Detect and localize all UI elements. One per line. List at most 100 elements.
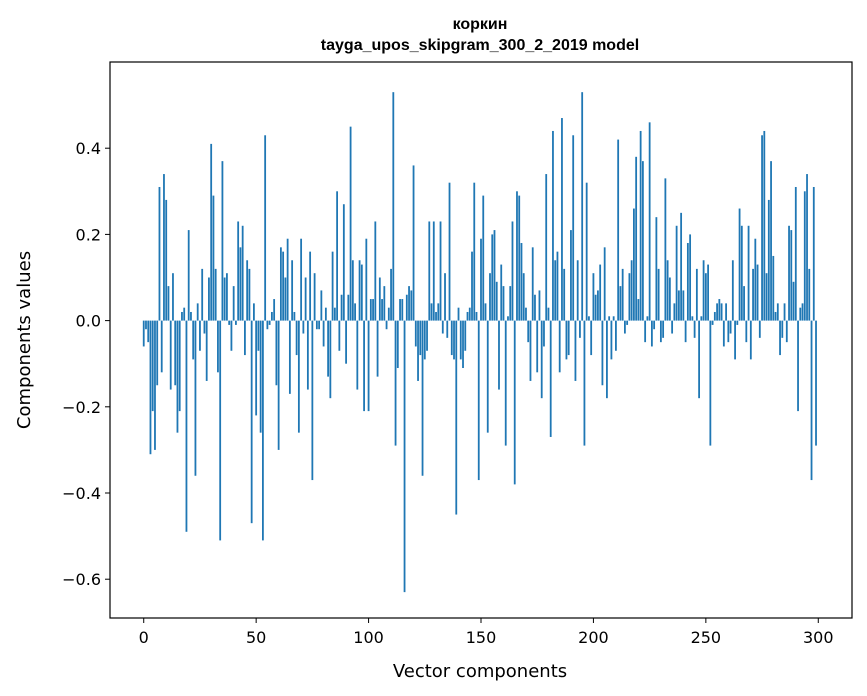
bar-187 — [563, 268, 566, 321]
bar-85 — [333, 307, 336, 321]
bar-118 — [408, 286, 410, 321]
bar-54 — [264, 135, 267, 321]
bar-177 — [540, 320, 543, 399]
bar-13 — [172, 273, 174, 321]
bar-125 — [423, 320, 426, 360]
bar-292 — [799, 307, 802, 321]
bar-219 — [635, 156, 638, 321]
bar-16 — [178, 320, 181, 412]
y-axis-ticks: −0.6 −0.4 −0.2 0.0 0.2 0.4 — [62, 139, 110, 589]
bar-262 — [731, 260, 734, 321]
bar-246 — [695, 268, 698, 321]
bar-175 — [536, 320, 539, 373]
bar-129 — [432, 221, 435, 321]
bar-259 — [725, 303, 727, 321]
bar-189 — [567, 320, 570, 356]
bar-114 — [399, 299, 401, 321]
bar-48 — [250, 320, 253, 524]
bar-238 — [677, 290, 680, 321]
bar-281 — [774, 311, 777, 321]
bar-202 — [597, 290, 599, 321]
bar-182 — [552, 130, 554, 321]
bar-252 — [709, 320, 712, 446]
bar-31 — [212, 195, 215, 321]
bar-32 — [214, 268, 217, 321]
bar-99 — [365, 238, 368, 321]
bar-127 — [428, 221, 431, 321]
bar-290 — [794, 186, 797, 321]
x-axis-ticks: 0 50 100 150 200 250 300 — [139, 618, 834, 647]
bar-260 — [727, 320, 730, 343]
bar-218 — [633, 208, 635, 321]
bar-103 — [374, 221, 377, 321]
bar-257 — [720, 303, 723, 321]
x-tick-label: 150 — [466, 628, 497, 647]
bar-214 — [624, 320, 626, 334]
bar-57 — [270, 311, 273, 321]
bar-207 — [608, 316, 611, 321]
bar-113 — [396, 320, 399, 369]
bar-90 — [345, 320, 347, 364]
bar-28 — [205, 320, 208, 381]
bar-111 — [392, 92, 395, 321]
bar-53 — [262, 320, 264, 541]
bar-179 — [545, 174, 548, 321]
bar-163 — [509, 286, 512, 321]
bar-205 — [603, 247, 606, 321]
bar-110 — [390, 268, 392, 321]
bar-55 — [266, 320, 269, 330]
bar-134 — [444, 273, 446, 321]
bar-20 — [187, 230, 190, 321]
bar-108 — [385, 320, 388, 330]
bar-234 — [668, 277, 671, 321]
x-tick-label: 300 — [803, 628, 834, 647]
bar-105 — [378, 277, 381, 321]
bar-23 — [194, 320, 197, 476]
bar-287 — [788, 225, 790, 321]
bar-279 — [770, 161, 772, 321]
bar-173 — [531, 247, 534, 321]
bar-164 — [511, 221, 514, 321]
bar-10 — [165, 199, 168, 321]
bar-181 — [549, 320, 552, 437]
bar-72 — [304, 277, 307, 321]
bar-298 — [812, 186, 815, 321]
bar-211 — [617, 139, 620, 321]
bar-168 — [520, 243, 523, 321]
bar-151 — [482, 195, 485, 321]
bar-160 — [502, 286, 505, 321]
x-tick-label: 0 — [139, 628, 149, 647]
bar-18 — [183, 307, 186, 321]
bar-34 — [219, 320, 222, 541]
bar-42 — [237, 221, 240, 321]
bar-271 — [752, 268, 754, 321]
bar-255 — [716, 303, 718, 321]
bar-224 — [646, 316, 649, 321]
bar-178 — [543, 320, 545, 347]
bar-154 — [489, 273, 491, 321]
bar-26 — [201, 268, 204, 321]
bar-250 — [704, 273, 707, 321]
bar-220 — [637, 299, 640, 321]
bar-117 — [405, 294, 408, 321]
bar-100 — [367, 320, 370, 412]
bar-52 — [259, 320, 262, 433]
bar-200 — [592, 273, 595, 321]
bar-236 — [673, 303, 676, 321]
bar-166 — [516, 191, 518, 321]
bar-251 — [707, 264, 709, 321]
bar-44 — [241, 225, 244, 321]
bar-74 — [309, 251, 312, 321]
bar-227 — [653, 320, 656, 330]
bar-43 — [239, 247, 242, 321]
bar-245 — [693, 320, 696, 338]
bar-3 — [149, 320, 152, 455]
bar-242 — [686, 243, 689, 321]
bar-183 — [554, 260, 557, 321]
bar-39 — [230, 320, 233, 351]
bar-4 — [151, 320, 154, 412]
bar-65 — [288, 320, 291, 394]
bar-45 — [244, 320, 246, 356]
bar-253 — [711, 320, 714, 325]
